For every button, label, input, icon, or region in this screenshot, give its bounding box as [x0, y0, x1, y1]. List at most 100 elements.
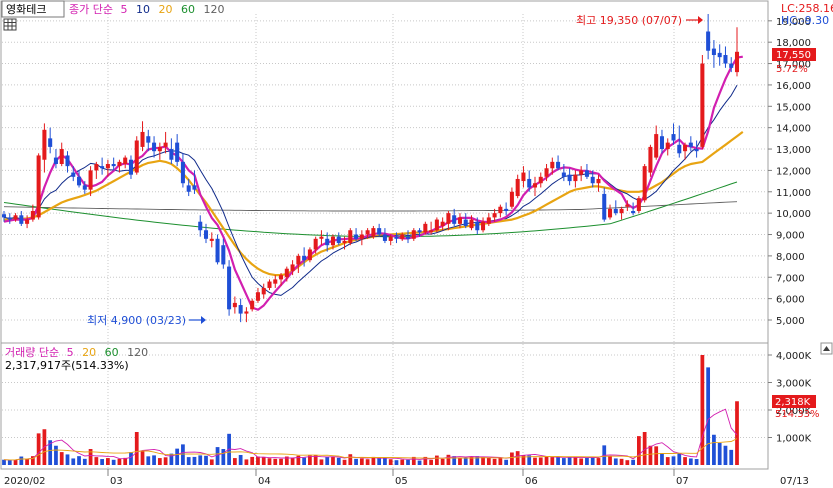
candle	[2, 211, 7, 222]
candle	[100, 157, 105, 175]
volume-bar	[13, 459, 18, 465]
volume-bar	[660, 453, 664, 465]
current-volume-badge: 2,318K 514.33%	[772, 395, 820, 420]
volume-bar	[717, 443, 722, 465]
date-tick-label: 2020/02	[4, 476, 46, 487]
volume-bar	[111, 459, 116, 465]
candle	[25, 215, 30, 229]
candle	[157, 142, 162, 160]
candle	[180, 153, 185, 188]
volume-tick-label: 3,000K	[776, 379, 812, 390]
volume-bar	[117, 458, 122, 465]
volume-bar	[521, 455, 526, 465]
candle	[175, 134, 180, 167]
candle	[111, 157, 116, 171]
legend-ma20: 20	[158, 3, 172, 16]
volume-bar	[469, 456, 474, 465]
date-tick-label: 06	[525, 476, 538, 487]
volume-bar	[65, 454, 70, 465]
candle	[532, 176, 538, 197]
candle	[734, 27, 740, 77]
legend-ma60: 60	[181, 3, 195, 16]
candle	[77, 170, 82, 188]
max-annotation: 최고 19,350 (07/07)	[576, 14, 703, 27]
volume-ma20-line	[3, 438, 738, 461]
volume-legend: 거래량 단순 5 20 60 120 2,317,917주(514.33%)	[5, 346, 148, 372]
volume-bar	[267, 458, 272, 465]
candle	[452, 208, 457, 226]
candle	[152, 136, 157, 158]
volume-bar	[394, 460, 399, 465]
candle	[13, 213, 18, 222]
volume-info: 2,317,917주(514.33%)	[5, 359, 129, 372]
volume-bar	[192, 456, 197, 465]
volume-bar	[54, 445, 58, 465]
candle	[688, 136, 693, 152]
date-axis: 2020/02 03 04 05 06 07 07/13	[1, 468, 809, 487]
candle	[671, 123, 676, 145]
candle	[134, 136, 139, 175]
candle	[319, 230, 324, 246]
candle	[619, 206, 624, 220]
candle	[53, 149, 58, 169]
volume-bar	[429, 459, 433, 465]
legend-ma120: 120	[203, 3, 224, 16]
volume-bar	[735, 401, 739, 465]
price-tick-label: 16,000	[776, 81, 811, 92]
candle	[625, 200, 630, 212]
min-annotation-label: 최저 4,900 (03/23)	[87, 314, 186, 327]
price-tick-label: 13,000	[776, 145, 811, 156]
volume-bar	[585, 457, 589, 465]
candle	[550, 157, 555, 175]
scroll-up-button[interactable]	[820, 342, 833, 355]
candle	[475, 217, 480, 235]
candle	[504, 202, 509, 216]
candle	[146, 129, 151, 152]
candle	[279, 272, 284, 286]
volume-bar	[590, 457, 595, 465]
grid-table-icon[interactable]	[3, 18, 17, 31]
date-tick-label: 04	[258, 476, 271, 487]
volume-bar	[359, 458, 364, 465]
volume-bar	[354, 458, 358, 465]
candle	[659, 129, 664, 154]
volume-bar	[504, 459, 509, 465]
candle	[711, 40, 716, 68]
candle	[723, 46, 728, 68]
volume-bar	[336, 457, 341, 465]
candle	[636, 196, 641, 214]
stock-name-box[interactable]	[1, 0, 65, 18]
candle	[65, 151, 70, 173]
candle	[19, 211, 24, 226]
candle	[440, 217, 445, 231]
candle	[411, 228, 416, 241]
candle	[221, 238, 226, 269]
price-tick-label: 7,000	[776, 273, 805, 284]
ma10-line	[3, 85, 738, 296]
volume-bar	[510, 452, 514, 465]
volume-bar	[533, 457, 537, 465]
volume-bar	[175, 448, 180, 465]
candle	[215, 234, 220, 265]
volume-bar	[25, 458, 29, 465]
candle	[498, 204, 503, 218]
candle	[261, 283, 266, 299]
volume-bar	[654, 446, 659, 465]
candle	[302, 247, 307, 267]
volume-bar	[30, 456, 35, 465]
candle	[7, 213, 12, 224]
volume-bar	[313, 455, 318, 465]
volume-bar	[238, 454, 243, 465]
legend-ma5: 5	[120, 3, 127, 16]
candle	[631, 202, 636, 216]
volume-bar	[215, 447, 220, 465]
volume-bar	[157, 458, 162, 465]
candle	[244, 307, 249, 323]
volume-bar	[348, 454, 353, 465]
volume-bar	[665, 457, 670, 465]
volume-bar	[619, 458, 624, 465]
volume-bar	[411, 456, 416, 465]
candle	[556, 155, 561, 171]
volume-bar	[244, 459, 249, 465]
